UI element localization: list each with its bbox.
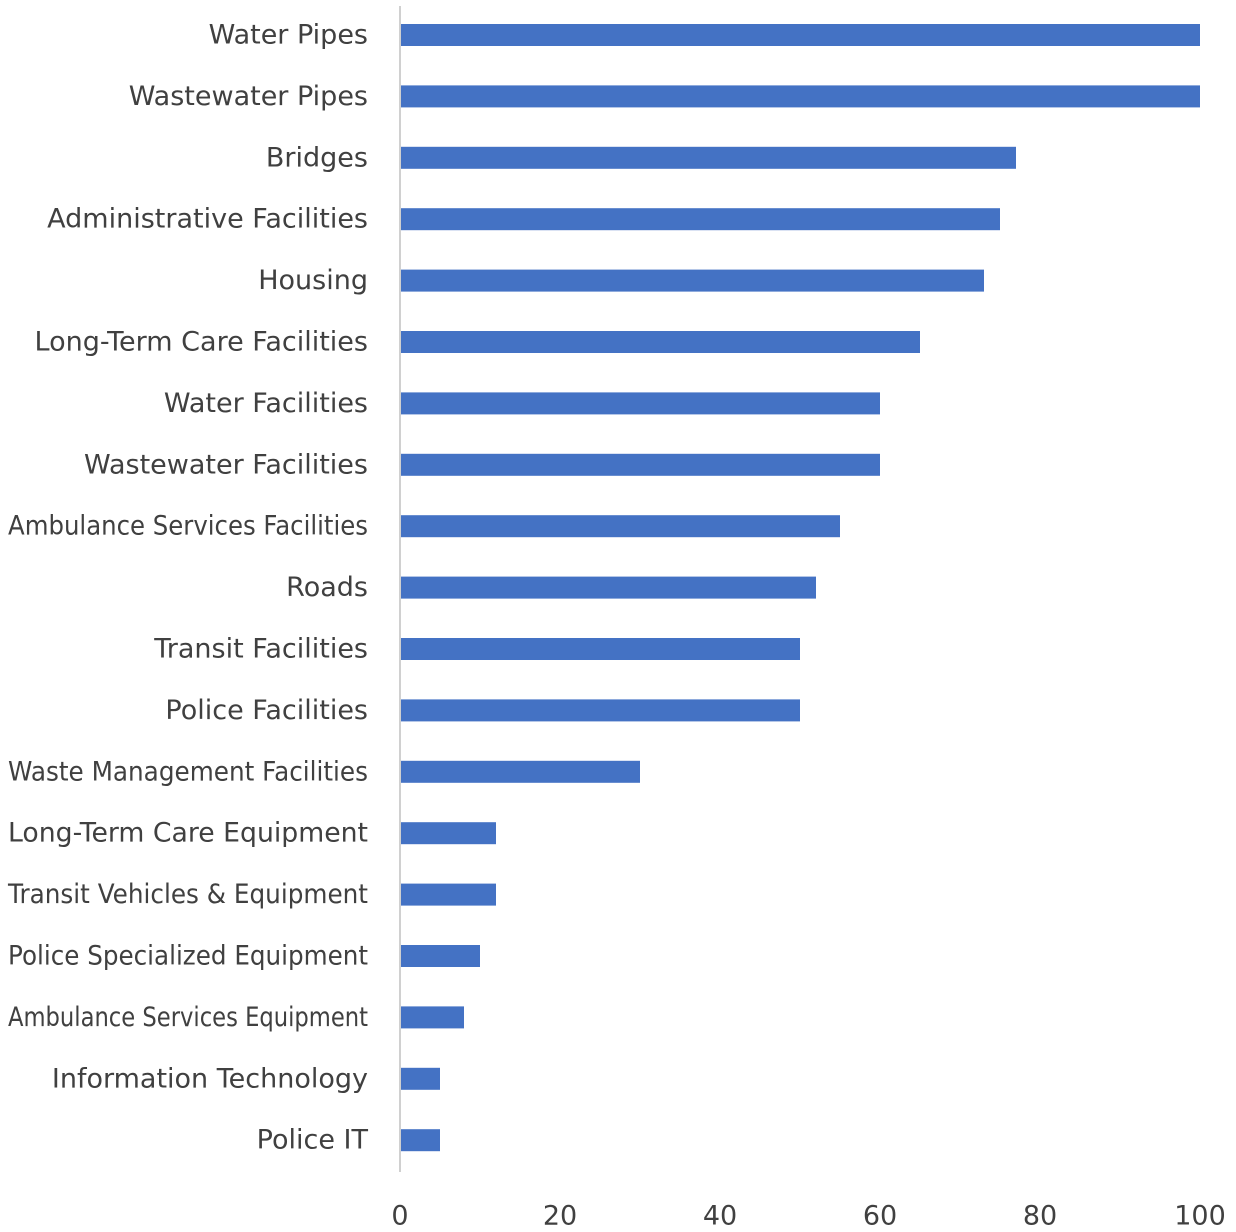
bar-15 <box>401 945 480 967</box>
bar-5 <box>401 331 920 353</box>
category-label: Transit Facilities <box>153 634 368 665</box>
bar-11 <box>401 699 800 722</box>
x-tick-label: 80 <box>1023 1201 1057 1232</box>
category-label: Transit Vehicles & Equipment <box>7 879 368 910</box>
bar-6 <box>401 392 880 415</box>
category-label: Ambulance Services Equipment <box>8 1002 368 1033</box>
category-label: Water Facilities <box>164 388 368 419</box>
x-tick-label: 40 <box>703 1201 737 1232</box>
bar-13 <box>401 822 496 845</box>
category-label: Wastewater Facilities <box>84 449 368 480</box>
bar-8 <box>401 515 840 538</box>
bar-9 <box>401 576 816 599</box>
category-label: Housing <box>258 265 368 296</box>
bar-18 <box>401 1129 440 1152</box>
category-label: Information Technology <box>52 1063 368 1094</box>
x-tick-label: 20 <box>543 1201 577 1232</box>
category-label: Roads <box>286 572 368 603</box>
bar-4 <box>401 269 984 292</box>
bars-group <box>401 24 1200 1152</box>
category-label: Police IT <box>257 1125 369 1156</box>
bar-2 <box>401 146 1016 169</box>
bar-17 <box>401 1067 440 1090</box>
bar-12 <box>401 760 640 783</box>
category-label: Long-Term Care Facilities <box>35 327 368 358</box>
bar-1 <box>401 85 1200 108</box>
category-label: Ambulance Services Facilities <box>8 511 368 542</box>
bar-7 <box>401 453 880 476</box>
bar-0 <box>401 24 1200 46</box>
category-labels: Water Pipes Wastewater Pipes Bridges Admini… <box>7 20 368 1156</box>
bar-10 <box>401 638 800 660</box>
category-label: Administrative Facilities <box>47 204 368 235</box>
x-tick-label: 0 <box>391 1201 408 1232</box>
category-label: Police Facilities <box>165 695 368 726</box>
category-label: Police Specialized Equipment <box>8 941 368 972</box>
bar-3 <box>401 208 1000 231</box>
category-label: Long-Term Care Equipment <box>8 818 368 849</box>
category-label: Waste Management Facilities <box>8 756 368 787</box>
x-tick-label: 60 <box>863 1201 897 1232</box>
bar-16 <box>401 1006 464 1029</box>
x-axis-ticks: 0 20 40 60 80 100 <box>391 1201 1225 1232</box>
category-label: Water Pipes <box>209 20 368 51</box>
x-tick-label: 100 <box>1174 1201 1226 1232</box>
bar-14 <box>401 883 496 906</box>
category-label: Wastewater Pipes <box>129 81 368 112</box>
category-label: Bridges <box>266 142 368 173</box>
